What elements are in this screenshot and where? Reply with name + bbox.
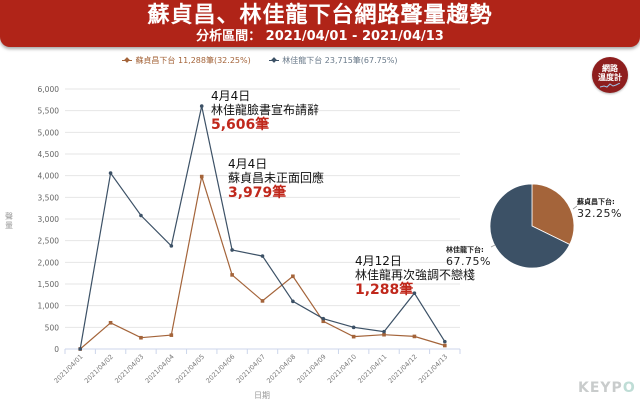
annotation-text: 林佳龍臉書宣布請辭 (211, 103, 320, 117)
x-axis-title: 日期 (254, 391, 270, 400)
pie-leader-line (572, 205, 578, 210)
data-point[interactable] (199, 104, 204, 108)
data-point[interactable] (443, 339, 447, 344)
pie-slice-1[interactable] (489, 183, 571, 269)
legend-marker-su-icon (122, 60, 133, 61)
x-tick-label: 2021/04/08 (265, 353, 297, 385)
x-tick-label: 2021/04/12 (387, 353, 419, 385)
legend-item-lin[interactable]: 林佳龍下台 23,715筆(67.75%) (269, 55, 398, 66)
sparkline-icon (600, 83, 620, 88)
pie-label-name: 林佳龍下台: (446, 246, 484, 254)
y-tick-label: 1,500 (38, 280, 60, 289)
data-point[interactable] (412, 291, 417, 295)
legend-item-su[interactable]: 蘇貞昌下台 11,288筆(32.25%) (122, 55, 251, 66)
x-tick-label: 2021/04/09 (296, 353, 328, 385)
legend-label: 蘇貞昌下台 11,288筆(32.25%) (135, 56, 251, 65)
y-tick-label: 2,500 (38, 237, 60, 246)
y-tick-label: 0 (54, 345, 59, 354)
data-point[interactable] (382, 329, 386, 334)
annotation-text: 林佳龍再次強調不戀棧 (355, 268, 476, 282)
x-tick-label: 2021/04/01 (52, 353, 84, 385)
logo-line2: 溫度計 (598, 73, 622, 82)
y-tick-label: 2,000 (38, 258, 60, 267)
data-point[interactable] (321, 319, 326, 324)
legend-marker-lin-icon (269, 60, 280, 61)
annotation-text: 蘇貞昌未正面回應 (228, 171, 325, 185)
data-point[interactable] (108, 320, 113, 325)
annotation-lin-reiterate: 4月12日 林佳龍再次強調不戀棧 1,288筆 (355, 254, 475, 298)
y-tick-label: 4,500 (38, 150, 60, 159)
logo-line1: 網路 (602, 64, 618, 73)
data-point[interactable] (351, 325, 356, 330)
watermark-o: O (622, 380, 636, 396)
data-point[interactable] (291, 274, 295, 279)
data-point[interactable] (199, 174, 204, 179)
data-point[interactable] (412, 334, 417, 339)
chart-subtitle: 分析區間： 2021/04/01 - 2021/04/13 (196, 29, 444, 44)
annotation-lin-resign: 4月4日 林佳龍臉書宣布請辭 5,606筆 (211, 89, 319, 133)
data-point[interactable] (78, 347, 82, 351)
y-tick-label: 6,000 (38, 85, 60, 94)
watermark-text: KEYP (578, 380, 623, 396)
x-tick-label: 2021/04/04 (144, 353, 176, 385)
data-point[interactable] (230, 248, 234, 252)
pie-label-su: 蘇貞昌下台: 32.25% (577, 198, 622, 220)
x-tick-label: 2021/04/07 (235, 353, 267, 385)
annotation-date: 4月12日 (355, 254, 402, 268)
annotation-su-response: 4月4日 蘇貞昌未正面回應 3,979筆 (228, 157, 324, 201)
pie-label-lin: 林佳龍下台: 67.75% (446, 246, 491, 268)
pie-label-name: 蘇貞昌下台: (577, 198, 615, 206)
x-tick-label: 2021/04/10 (326, 353, 358, 385)
legend-label: 林佳龍下台 23,715筆(67.75%) (282, 56, 398, 65)
x-tick-label: 2021/04/02 (83, 353, 115, 385)
y-tick-label: 1,000 (38, 302, 60, 311)
data-point[interactable] (260, 254, 265, 258)
y-tick-label: 500 (45, 323, 60, 332)
data-point[interactable] (169, 244, 174, 248)
annotation-date: 4月4日 (211, 89, 251, 103)
data-point[interactable] (351, 334, 356, 339)
y-tick-label: 3,500 (38, 193, 60, 202)
data-point[interactable] (291, 299, 295, 304)
data-point[interactable] (321, 316, 326, 321)
series-line-1 (79, 105, 446, 350)
x-tick-label: 2021/04/05 (174, 353, 206, 385)
keypo-watermark: KEYPO (578, 380, 636, 396)
x-tick-label: 2021/04/11 (356, 353, 388, 385)
y-tick-label: 3,000 (38, 215, 60, 224)
legend: 蘇貞昌下台 11,288筆(32.25%) 林佳龍下台 23,715筆(67.7… (0, 55, 520, 66)
data-point[interactable] (443, 343, 447, 348)
x-tick-label: 2021/04/06 (204, 353, 236, 385)
data-point[interactable] (230, 273, 234, 277)
pie-slice-0[interactable] (531, 183, 575, 246)
pie-label-pct: 32.25% (577, 207, 622, 220)
data-point[interactable] (139, 213, 143, 218)
data-point[interactable] (139, 335, 143, 340)
x-tick-label: 2021/04/13 (417, 353, 449, 385)
y-tick-label: 5,000 (38, 128, 60, 137)
data-point[interactable] (169, 333, 174, 337)
annotation-date: 4月4日 (228, 157, 268, 171)
y-tick-label: 4,000 (38, 172, 60, 181)
data-point[interactable] (382, 332, 386, 337)
brand-logo: 網路 溫度計 (592, 57, 628, 93)
x-tick-label: 2021/04/03 (113, 353, 145, 385)
y-tick-label: 5,500 (38, 107, 60, 116)
annotation-value: 1,288筆 (355, 282, 414, 298)
data-point[interactable] (108, 171, 113, 175)
title-banner: 蘇貞昌、林佳龍下台網路聲量趨勢 分析區間： 2021/04/01 - 2021/… (0, 0, 640, 47)
pie-leader-line (490, 244, 496, 248)
pie-label-pct: 67.75% (446, 255, 491, 268)
data-point[interactable] (260, 299, 265, 303)
annotation-value: 5,606筆 (211, 117, 270, 133)
annotation-value: 3,979筆 (228, 185, 287, 201)
y-axis-title: 聲量 (5, 212, 13, 230)
chart-title: 蘇貞昌、林佳龍下台網路聲量趨勢 (147, 3, 493, 28)
